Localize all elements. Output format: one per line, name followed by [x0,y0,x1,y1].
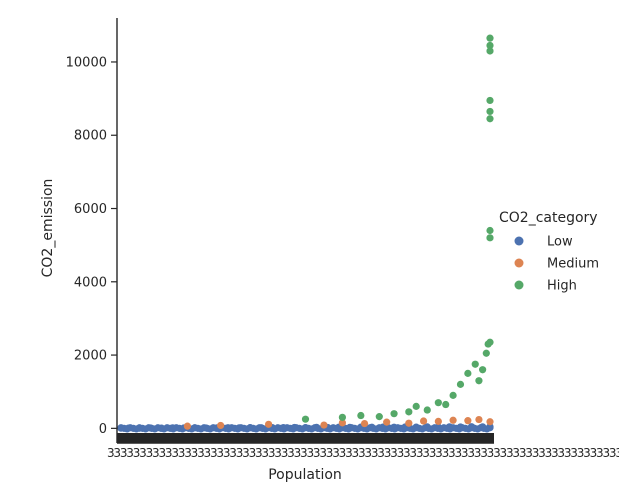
medium-point-0 [183,422,192,430]
low-point-3 [146,424,155,432]
high-point-7 [423,406,431,414]
medium-point-10 [449,416,457,424]
x-tick-label-band: 3333333333333333333333333333333333333333… [107,446,619,460]
y-tick-label-0: 0 [99,422,107,437]
low-point-24 [379,423,387,431]
low-point-2 [135,424,144,432]
low-point-30 [445,423,454,431]
low-point-33 [479,423,487,431]
high-point-21 [486,115,494,123]
low-point-25 [390,423,398,431]
low-point-21 [346,423,354,431]
medium-point-6 [383,418,391,426]
high-point-3 [375,413,383,421]
medium-point-2 [265,420,273,428]
low-point-12 [246,424,254,432]
low-point-8 [202,424,210,432]
high-point-19 [486,234,494,242]
low-point-16 [290,423,299,432]
high-point-10 [449,391,457,399]
medium-point-12 [475,415,483,424]
medium-point-13 [486,418,494,426]
low-point-13 [257,424,265,432]
medium-point-9 [434,417,442,425]
high-point-12 [464,369,472,377]
high-point-16 [482,349,490,357]
low-point-1 [124,424,132,432]
low-point-18 [312,423,321,431]
low-point-32 [467,423,476,431]
high-point-1 [338,413,346,421]
low-point-29 [434,423,442,431]
y-tick-label-2000: 2000 [74,349,107,364]
low-point-15 [279,424,287,432]
low-point-31 [456,423,465,431]
low-point-4 [157,424,166,432]
y-tick-label-8000: 8000 [74,129,107,144]
high-point-20 [486,226,494,235]
low-point-23 [368,423,376,431]
legend-marker-high [514,280,524,290]
medium-point-5 [360,419,369,428]
high-point-26 [486,34,494,42]
low-point-10 [224,424,232,432]
y-tick-label-10000: 10000 [66,55,107,70]
high-point-4 [390,410,398,418]
legend-marker-medium [514,258,524,268]
high-point-18 [486,338,494,346]
legend-label-high: High [547,279,577,294]
high-point-6 [412,402,420,410]
high-point-14 [475,377,483,385]
medium-point-7 [405,419,413,427]
high-point-0 [301,415,310,423]
high-point-2 [357,411,365,420]
x-tick-band [117,433,494,443]
medium-point-3 [320,421,328,429]
low-point-0 [117,424,125,432]
legend-title: CO2_category [499,210,598,226]
y-axis-label: CO2_emission [40,179,56,278]
legend-label-low: Low [547,235,573,250]
y-tick-label-4000: 4000 [74,275,107,290]
low-point-27 [412,423,420,431]
high-point-23 [486,96,494,105]
low-point-5 [169,424,177,432]
high-point-22 [486,107,494,116]
legend-marker-low [514,236,524,246]
low-point-11 [235,424,243,432]
high-point-15 [479,366,487,374]
medium-point-1 [217,421,225,430]
low-point-17 [301,423,310,432]
high-point-13 [471,360,479,368]
legend-label-medium: Medium [547,257,599,272]
medium-point-8 [419,417,428,425]
y-tick-label-6000: 6000 [74,202,107,217]
low-point-28 [423,423,431,431]
medium-point-11 [464,417,472,425]
high-point-9 [442,400,450,409]
high-point-5 [405,408,413,416]
high-point-24 [486,47,494,55]
high-point-8 [434,399,442,407]
low-point-7 [191,424,199,432]
high-point-25 [486,41,494,50]
high-point-11 [456,380,465,388]
x-axis-label: Population [268,467,342,483]
medium-point-4 [338,419,346,427]
